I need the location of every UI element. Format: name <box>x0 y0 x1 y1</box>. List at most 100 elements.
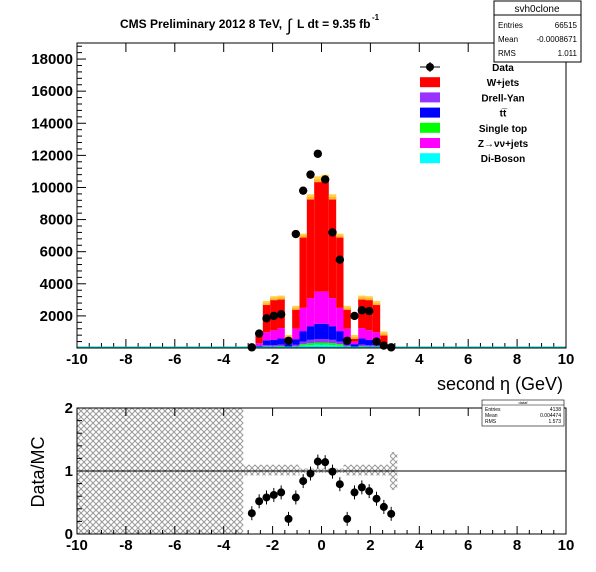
legend-label: W+jets <box>487 78 520 89</box>
top-x-tick-label: -2 <box>266 351 279 368</box>
ratio-point <box>321 458 329 466</box>
legend-entry: Single top <box>420 123 527 135</box>
mc-uncertainty-cap <box>277 296 284 300</box>
mc-uncertainty-cap <box>336 234 343 238</box>
bottom-y-tick-label: 2 <box>65 400 73 417</box>
data-point <box>343 337 351 345</box>
stack-bar <box>336 236 343 308</box>
data-point <box>365 307 373 315</box>
data-point <box>328 228 336 236</box>
ratio-point <box>248 509 256 517</box>
mc-uncertainty-cap <box>314 176 321 182</box>
title-main: CMS Preliminary 2012 8 TeV, <box>120 17 282 31</box>
top-x-tick-label: 10 <box>558 351 575 368</box>
bottom-x-tick-label: -2 <box>266 537 279 554</box>
plot-title: CMS Preliminary 2012 8 TeV, ∫ L dt = 9.3… <box>120 13 380 35</box>
stack-bar <box>299 344 306 346</box>
stack-bar <box>270 330 277 340</box>
stack-bar <box>307 340 314 343</box>
stack-bar <box>322 292 329 324</box>
stack-bar <box>270 340 277 345</box>
stack-bar <box>299 308 306 331</box>
ratio-point <box>270 491 278 499</box>
top-y-tick-label: 12000 <box>31 147 73 164</box>
ratio-point <box>284 515 292 523</box>
top-x-tick-label: -8 <box>119 351 132 368</box>
bottom-x-tick-label: 2 <box>366 537 374 554</box>
data-point <box>299 186 307 194</box>
stack-bar <box>292 345 299 346</box>
stack-bar <box>263 340 270 345</box>
top-y-tick-label: 10000 <box>31 179 73 196</box>
stats-box-bottom: dataf Entries 4138 Mean 0.004474 RMS 1.5… <box>482 400 564 426</box>
stack-bar <box>322 324 329 339</box>
legend-swatch <box>420 108 440 118</box>
legend-swatch <box>420 92 440 102</box>
stack-bar <box>344 308 351 329</box>
top-y-tick-label: 6000 <box>40 244 73 261</box>
top-x-tick-label: 8 <box>513 351 521 368</box>
x-axis-title: second η (GeV) <box>437 374 563 394</box>
mc-uncertainty-cap <box>366 296 373 300</box>
stack-bar <box>299 331 306 341</box>
ratio-point <box>255 497 263 505</box>
ratio-point <box>329 468 337 476</box>
mc-uncertainty-cap <box>380 332 387 336</box>
stack-bar <box>366 340 373 345</box>
ratio-point <box>387 510 395 518</box>
top-x-tick-labels: -10 -8 -6 -4 -2 0 2 4 6 8 10 <box>66 351 574 368</box>
top-x-tick-label: 4 <box>415 351 424 368</box>
ratio-point <box>314 458 322 466</box>
legend-swatch <box>420 123 440 133</box>
stack-bar <box>277 339 284 345</box>
legend-entry: Data <box>420 62 514 74</box>
ratio-y-axis-title: Data/MC <box>28 436 48 507</box>
stack-bar <box>366 345 373 346</box>
top-x-tick-label: 6 <box>464 351 472 368</box>
stats-top-entries-label: Entries <box>498 21 523 30</box>
legend-label: Drell-Yan <box>481 93 524 104</box>
stack-bar <box>336 308 343 331</box>
mc-uncertainty-cap <box>299 234 306 238</box>
stats-bottom-rms-label: RMS <box>485 419 497 425</box>
mc-uncertainty-cap <box>373 301 380 305</box>
stack-bar <box>307 343 314 345</box>
data-point <box>292 230 300 238</box>
data-point <box>270 312 278 320</box>
top-y-tick-label: 2000 <box>40 308 73 325</box>
title-lumi: L dt = 9.35 fb <box>297 17 370 31</box>
mc-uncertainty-cap <box>270 296 277 300</box>
stack-bar <box>329 197 336 298</box>
stack-bar <box>270 345 277 346</box>
legend-swatch <box>420 138 440 148</box>
ratio-point <box>292 493 300 501</box>
data-point <box>314 150 322 158</box>
data-point <box>306 170 314 178</box>
stack-bar <box>322 339 329 343</box>
top-x-tick-label: -4 <box>217 351 231 368</box>
data-point <box>262 314 270 322</box>
stack-bar <box>307 298 314 326</box>
mc-uncertainty-cap <box>344 306 351 310</box>
stats-box-bottom-name: dataf <box>519 400 529 405</box>
stack-bar <box>351 344 358 346</box>
data-point <box>380 341 388 349</box>
bottom-x-tick-label: -6 <box>168 537 181 554</box>
stack-bar <box>263 332 270 340</box>
bottom-x-tick-label: 8 <box>513 537 521 554</box>
stack-bar <box>299 342 306 345</box>
ratio-point <box>343 515 351 523</box>
bottom-x-tick-labels: -10 -8 -6 -4 -2 0 2 4 6 8 10 <box>66 537 574 554</box>
stack-bar <box>351 342 358 344</box>
bottom-x-tick-label: 10 <box>558 537 575 554</box>
top-x-tick-label: 0 <box>317 351 325 368</box>
stack-bar <box>322 178 329 292</box>
stack-bar <box>329 340 336 343</box>
stack-bar <box>314 292 321 324</box>
data-point <box>372 337 380 345</box>
data-point <box>255 329 263 337</box>
top-x-tick-label: -10 <box>66 351 88 368</box>
stack-bar <box>336 344 343 346</box>
legend-swatch <box>420 77 440 87</box>
stack-bar <box>373 303 380 332</box>
